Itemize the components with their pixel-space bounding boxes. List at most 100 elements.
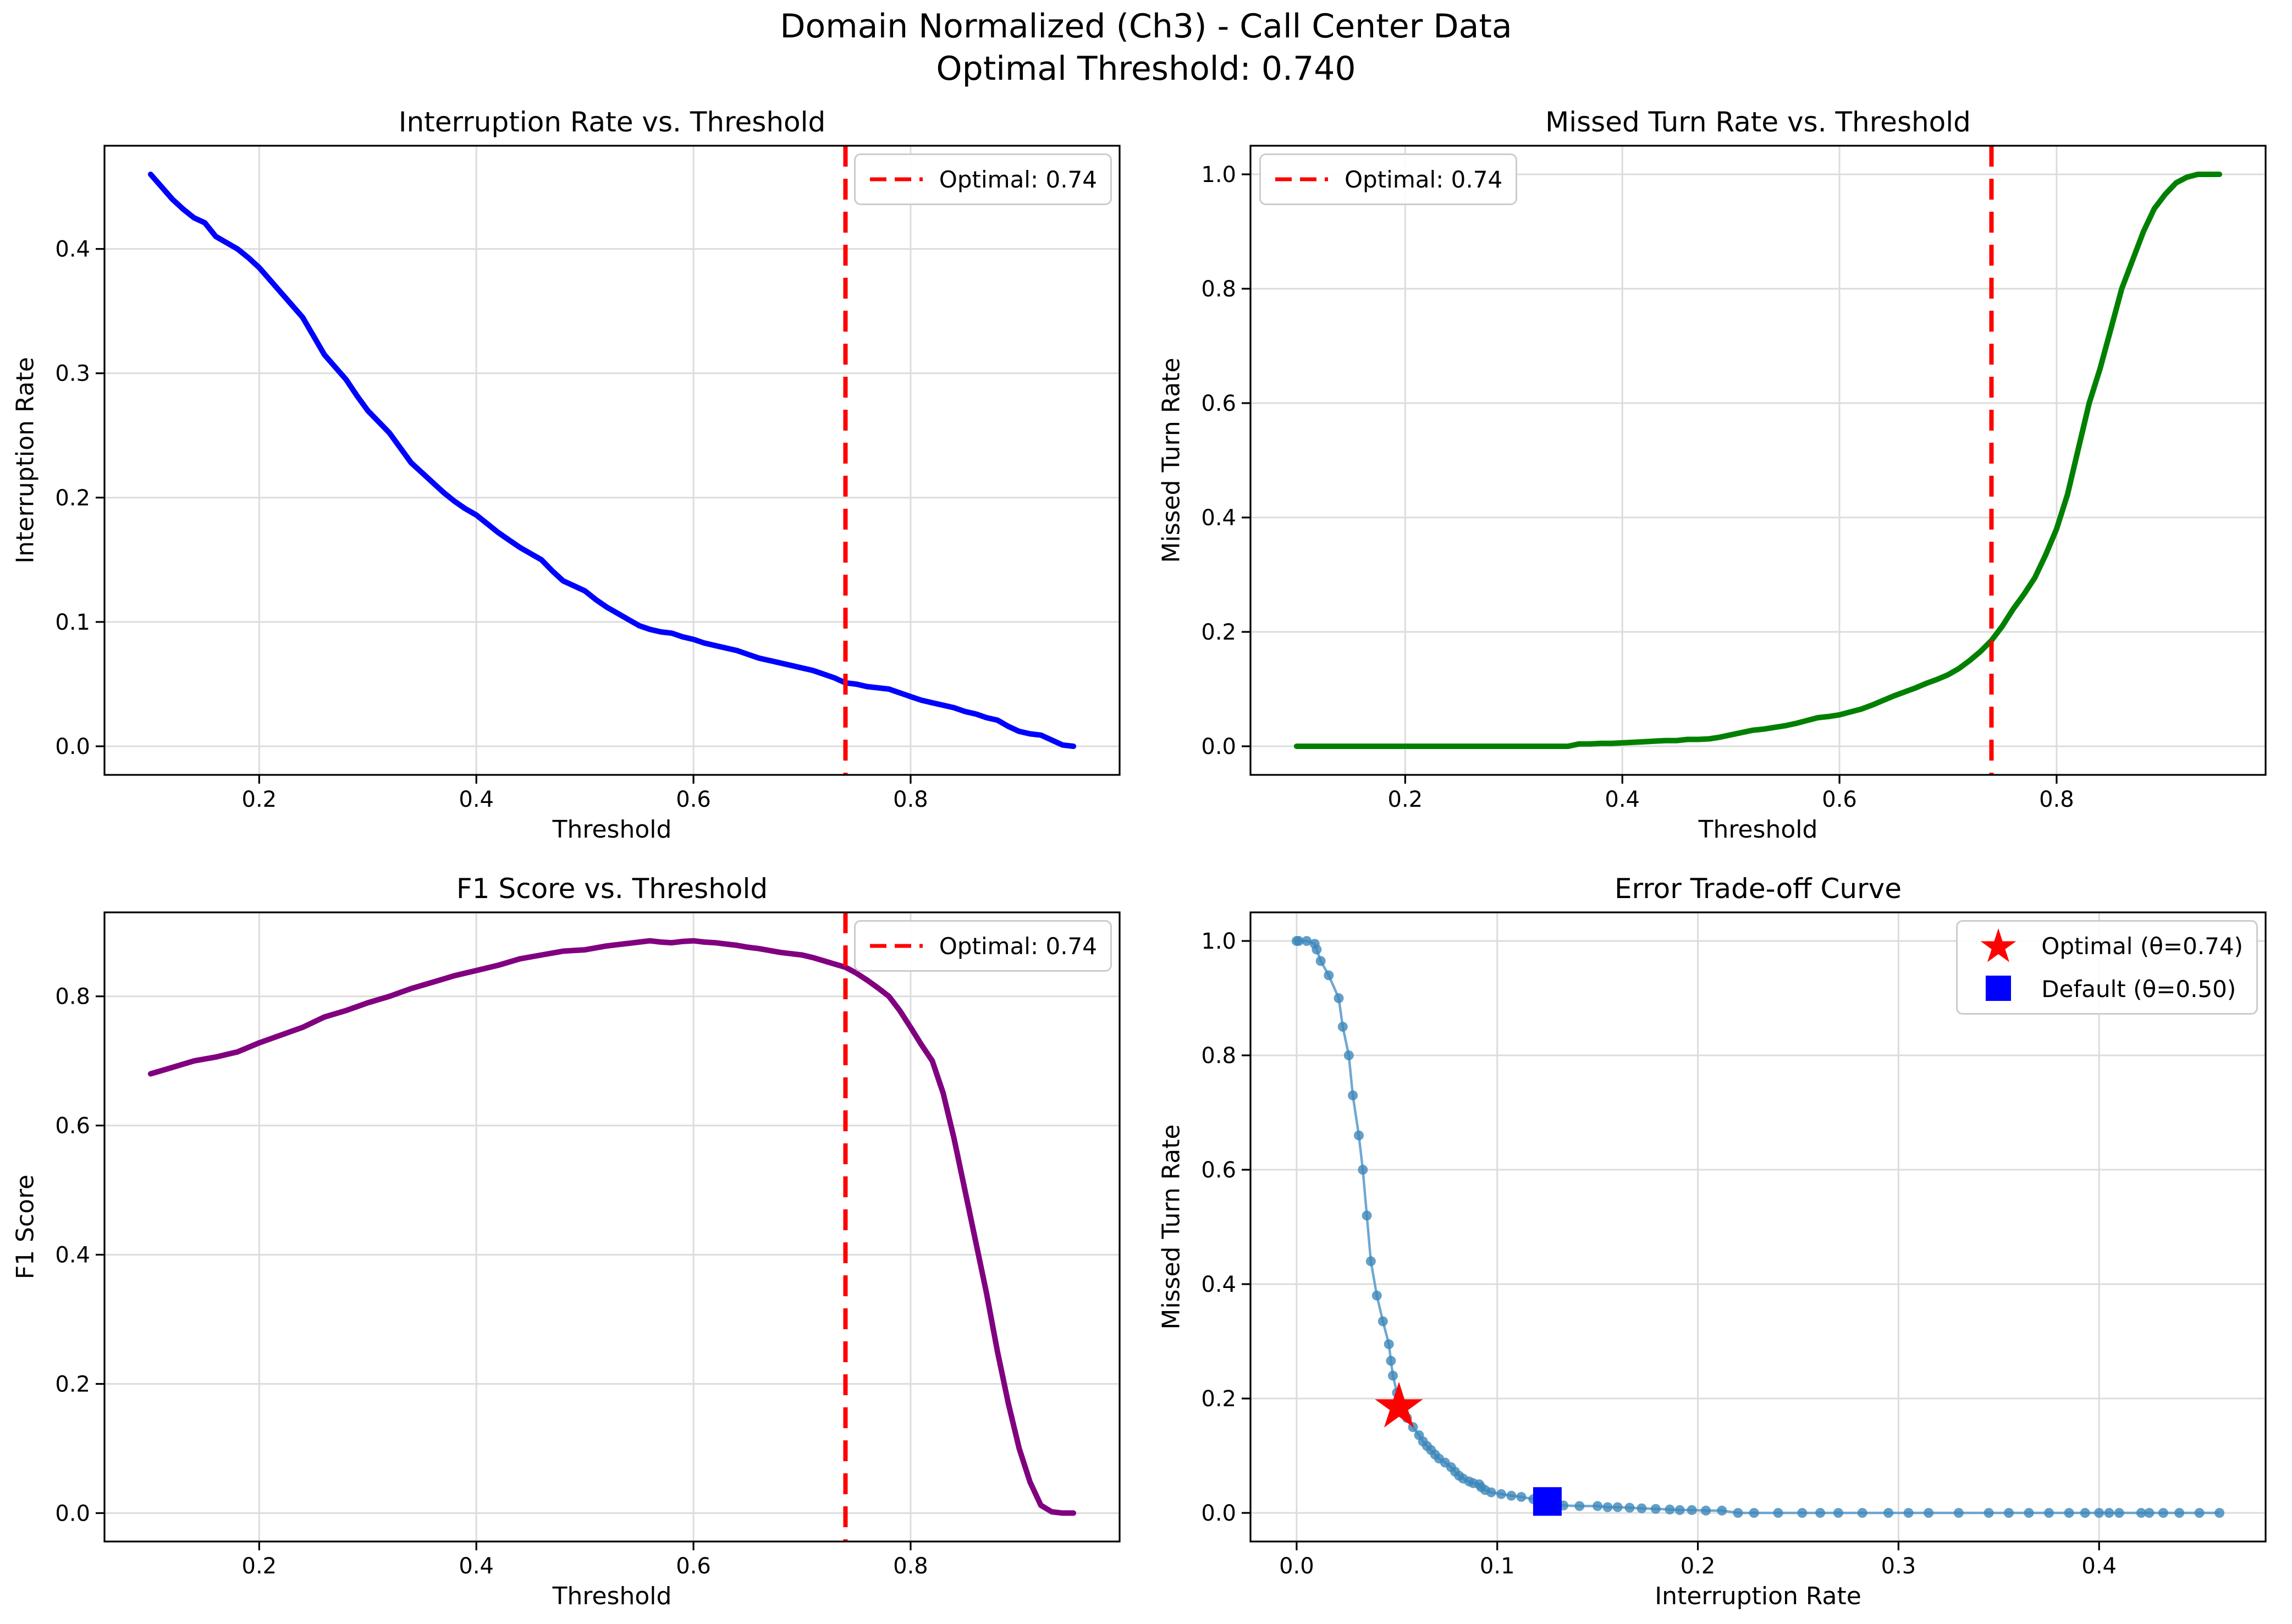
x-tick-label: 0.2 <box>1388 787 1423 812</box>
legend-item-optimal: Optimal: 0.74 <box>869 925 1097 967</box>
plot-area-f1: 0.2 0.4 0.6 0.8 0.0 0.2 0.4 0.6 0.8 <box>55 911 1121 1579</box>
legend: Optimal: 0.74 <box>853 920 1112 972</box>
y-tick-label: 0.4 <box>55 1243 90 1268</box>
series-line <box>147 938 1077 1516</box>
axes-frame <box>103 145 1121 776</box>
y-tick-label: 0.4 <box>1201 1272 1236 1297</box>
square-icon <box>1971 973 2026 1004</box>
y-tick-label: 0.0 <box>55 1501 90 1526</box>
grid <box>104 912 1120 1542</box>
y-tick-label: 0.1 <box>55 610 90 635</box>
y-tick-label: 0.6 <box>1201 1158 1236 1183</box>
plot-title: Interruption Rate vs. Threshold <box>398 106 826 138</box>
legend-item-default: Default (θ=0.50) <box>1971 968 2243 1010</box>
y-tick-label: 0.3 <box>55 361 90 387</box>
y-tick-label: 0.8 <box>1201 1043 1236 1069</box>
y-tick-label: 0.4 <box>1201 505 1236 531</box>
x-tick-label: 0.4 <box>459 1554 494 1579</box>
x-tick-label: 0.6 <box>676 787 711 812</box>
grid <box>104 146 1120 775</box>
legend-label: Optimal: 0.74 <box>939 932 1097 960</box>
x-tick-label: 0.8 <box>893 1554 928 1579</box>
legend-item-optimal: Optimal (θ=0.74) <box>1971 925 2243 967</box>
y-tick-label: 0.0 <box>1201 1501 1236 1526</box>
axis-ticks: 0.2 0.4 0.6 0.8 0.0 0.2 0.4 0.6 0.8 1.0 <box>1201 162 2074 812</box>
y-tick-label: 0.2 <box>1201 1386 1236 1412</box>
axes-frame <box>1249 911 2267 1543</box>
x-tick-label: 0.2 <box>1681 1554 1716 1579</box>
y-tick-label: 0.0 <box>1201 734 1236 759</box>
y-tick-label: 0.2 <box>1201 620 1236 645</box>
series-line <box>1293 172 2223 749</box>
plot-title: F1 Score vs. Threshold <box>456 873 768 905</box>
x-axis-label: Threshold <box>1698 816 1818 844</box>
legend-item-optimal: Optimal: 0.74 <box>1274 158 1502 200</box>
legend: Optimal: 0.74 <box>1259 153 1518 205</box>
subplot-error-tradeoff: 0.0 0.1 0.2 0.3 0.4 0.0 0.2 0.4 0.6 0.8 1.0 Error … <box>1146 857 2292 1624</box>
legend-label: Optimal (θ=0.74) <box>2041 932 2243 960</box>
legend-item-optimal: Optimal: 0.74 <box>869 158 1097 200</box>
x-tick-label: 0.8 <box>2039 787 2074 812</box>
y-tick-label: 0.2 <box>55 1372 90 1397</box>
axis-ticks: 0.2 0.4 0.6 0.8 0.0 0.2 0.4 0.6 0.8 <box>55 984 928 1579</box>
grid <box>1250 146 2266 775</box>
x-tick-label: 0.6 <box>1822 787 1857 812</box>
y-tick-label: 0.2 <box>55 486 90 511</box>
subplot-missed-turn-rate: 0.2 0.4 0.6 0.8 0.0 0.2 0.4 0.6 0.8 1.0 Missed Tu… <box>1146 91 2292 857</box>
y-tick-label: 0.4 <box>55 237 90 262</box>
x-axis-label: Threshold <box>552 1582 672 1610</box>
y-axis-label: F1 Score <box>11 1174 40 1280</box>
plot-area-tradeoff: 0.0 0.1 0.2 0.3 0.4 0.0 0.2 0.4 0.6 0.8 1.0 <box>1201 911 2267 1579</box>
axes-frame <box>1249 145 2267 776</box>
tradeoff-line <box>1296 939 2220 1515</box>
y-tick-label: 0.0 <box>55 734 90 759</box>
tradeoff-points <box>1291 936 2225 1518</box>
x-tick-label: 0.4 <box>2081 1554 2117 1579</box>
x-tick-label: 0.1 <box>1480 1554 1515 1579</box>
subplot-f1-score: 0.2 0.4 0.6 0.8 0.0 0.2 0.4 0.6 0.8 F1 Score vs.… <box>0 857 1146 1624</box>
axis-ticks: 0.2 0.4 0.6 0.8 0.0 0.1 0.2 0.3 0.4 <box>55 237 928 812</box>
plot-title: Error Trade-off Curve <box>1614 873 1902 905</box>
y-tick-label: 0.6 <box>1201 391 1236 416</box>
x-tick-label: 0.2 <box>242 1554 277 1579</box>
star-icon <box>1971 928 2026 964</box>
y-tick-label: 0.8 <box>1201 277 1236 302</box>
x-tick-label: 0.4 <box>1605 787 1640 812</box>
x-axis-label: Threshold <box>552 816 672 844</box>
series-line <box>147 172 1077 749</box>
x-axis-label: Interruption Rate <box>1655 1582 1861 1610</box>
plot-title: Missed Turn Rate vs. Threshold <box>1545 106 1971 138</box>
x-tick-label: 0.4 <box>459 787 494 812</box>
subplot-interruption-rate: 0.2 0.4 0.6 0.8 0.0 0.1 0.2 0.3 0.4 Interruption… <box>0 91 1146 857</box>
plot-area-interruption: 0.2 0.4 0.6 0.8 0.0 0.1 0.2 0.3 0.4 <box>55 145 1121 812</box>
y-axis-label: Missed Turn Rate <box>1157 357 1186 563</box>
y-axis-label: Missed Turn Rate <box>1157 1124 1186 1330</box>
figure-title: Domain Normalized (Ch3) - Call Center Da… <box>0 5 2292 90</box>
x-tick-label: 0.0 <box>1279 1554 1314 1579</box>
axis-ticks: 0.0 0.1 0.2 0.3 0.4 0.0 0.2 0.4 0.6 0.8 1.0 <box>1201 929 2117 1579</box>
axes-frame <box>103 911 1121 1543</box>
y-tick-label: 1.0 <box>1201 162 1236 188</box>
x-tick-label: 0.2 <box>242 787 277 812</box>
y-tick-label: 0.6 <box>55 1114 90 1139</box>
legend-label: Default (θ=0.50) <box>2041 975 2236 1003</box>
figure-title-line1: Domain Normalized (Ch3) - Call Center Da… <box>780 7 1512 46</box>
y-tick-label: 1.0 <box>1201 929 1236 954</box>
x-tick-label: 0.6 <box>676 1554 711 1579</box>
y-tick-label: 0.8 <box>55 984 90 1010</box>
legend-label: Optimal: 0.74 <box>1345 166 1503 193</box>
optimal-star-marker <box>1375 1381 1423 1428</box>
y-axis-label: Interruption Rate <box>11 357 40 564</box>
legend: Optimal: 0.74 <box>853 153 1112 205</box>
figure-title-line2: Optimal Threshold: 0.740 <box>936 49 1356 88</box>
legend: Optimal (θ=0.74) Default (θ=0.50) <box>1956 920 2258 1015</box>
x-tick-label: 0.3 <box>1881 1554 1916 1579</box>
default-square-marker <box>1533 1487 1562 1516</box>
dashed-line-icon <box>869 943 924 949</box>
plot-area-missed-turn: 0.2 0.4 0.6 0.8 0.0 0.2 0.4 0.6 0.8 1.0 <box>1201 145 2267 812</box>
legend-label: Optimal: 0.74 <box>939 166 1097 193</box>
dashed-line-icon <box>869 177 924 182</box>
x-tick-label: 0.8 <box>893 787 928 812</box>
dashed-line-icon <box>1274 177 1329 182</box>
